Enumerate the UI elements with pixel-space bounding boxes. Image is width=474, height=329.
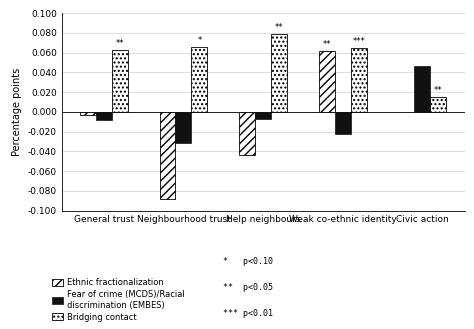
Bar <box>414 66 430 112</box>
Bar <box>335 112 351 134</box>
Text: ***: *** <box>352 37 365 46</box>
Bar <box>191 47 207 112</box>
Text: *   p<0.10: * p<0.10 <box>223 257 273 266</box>
Text: **: ** <box>434 86 443 95</box>
Bar <box>271 34 287 112</box>
Text: **  p<0.05: ** p<0.05 <box>223 283 273 292</box>
Text: **: ** <box>116 39 124 48</box>
Legend: Ethnic fractionalization, Fear of crime (MCDS)/Racial
discrimination (EMBES), Br: Ethnic fractionalization, Fear of crime … <box>52 278 184 321</box>
Bar <box>80 112 96 115</box>
Bar <box>96 112 112 120</box>
Text: **: ** <box>275 23 283 32</box>
Text: **: ** <box>322 40 331 49</box>
Y-axis label: Percentage points: Percentage points <box>12 68 22 156</box>
Bar <box>160 112 175 199</box>
Bar <box>175 112 191 143</box>
Text: *: * <box>197 36 201 45</box>
Bar <box>239 112 255 155</box>
Bar <box>351 48 366 112</box>
Bar <box>112 50 128 112</box>
Bar <box>319 51 335 112</box>
Text: *** p<0.01: *** p<0.01 <box>223 309 273 318</box>
Bar <box>430 97 446 112</box>
Bar <box>255 112 271 119</box>
